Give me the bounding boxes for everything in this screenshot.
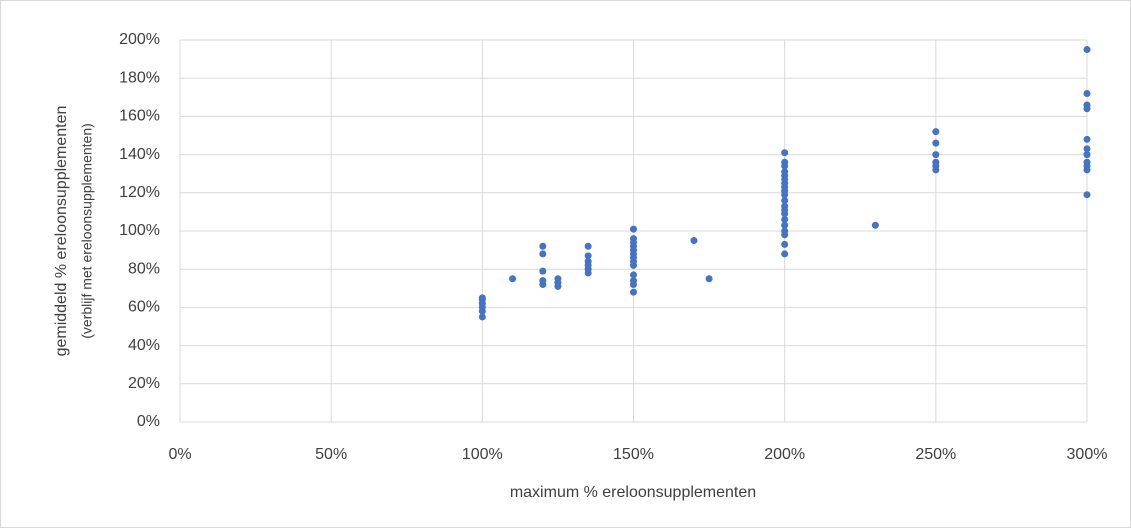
y-tick-label: 20%	[128, 375, 160, 392]
point	[1083, 151, 1091, 159]
y-tick-label: 100%	[119, 222, 160, 239]
point	[932, 166, 940, 174]
y-tick-label: 160%	[119, 108, 160, 125]
point	[539, 280, 547, 288]
y-tick-label: 120%	[119, 184, 160, 201]
x-tick-label: 300%	[1067, 446, 1108, 463]
x-tick-label: 200%	[764, 446, 805, 463]
y-tick-label: 80%	[128, 260, 160, 277]
point	[781, 240, 789, 248]
point	[932, 128, 940, 136]
point	[705, 275, 713, 283]
point	[1083, 89, 1091, 97]
y-tick-label: 180%	[119, 69, 160, 86]
point	[584, 252, 592, 260]
y-axis-label: gemiddeld % ereloonsupplementen	[53, 106, 70, 357]
y-tick-label: 200%	[119, 31, 160, 48]
point	[554, 282, 562, 290]
point	[509, 275, 517, 283]
point	[539, 242, 547, 250]
point	[781, 221, 789, 229]
point	[630, 280, 637, 288]
point	[1083, 166, 1091, 174]
point	[478, 313, 486, 321]
point	[1083, 145, 1091, 153]
point	[478, 307, 486, 315]
point	[690, 237, 698, 245]
point	[630, 261, 637, 269]
point	[1083, 191, 1091, 199]
point	[539, 250, 547, 258]
point	[781, 191, 789, 199]
y-tick-label: 40%	[128, 337, 160, 354]
x-tick-label: 150%	[613, 446, 654, 463]
point	[781, 210, 789, 218]
x-tick-label: 100%	[462, 446, 503, 463]
point	[781, 250, 789, 258]
x-tick-label: 0%	[168, 446, 191, 463]
x-axis-label: maximum % ereloonsupplementen	[510, 484, 756, 501]
point	[584, 269, 592, 277]
y-tick-label: 60%	[128, 299, 160, 316]
point	[781, 196, 789, 204]
y-tick-label: 140%	[119, 146, 160, 163]
point	[630, 288, 637, 296]
x-tick-label: 50%	[315, 446, 347, 463]
point	[1083, 46, 1091, 54]
y-tick-label: 0%	[137, 413, 160, 430]
point	[932, 139, 940, 147]
point	[630, 271, 637, 279]
point	[781, 162, 789, 170]
point	[781, 231, 789, 239]
y-axis-sublabel: (verblijf met ereloonsupplementen)	[79, 123, 95, 339]
point	[781, 149, 789, 157]
point	[932, 151, 940, 159]
point	[539, 267, 547, 275]
point	[871, 221, 879, 229]
point	[630, 225, 637, 233]
point	[1083, 135, 1091, 143]
point	[781, 216, 789, 224]
point	[1083, 105, 1091, 113]
x-tick-label: 250%	[915, 446, 956, 463]
point	[584, 242, 592, 250]
